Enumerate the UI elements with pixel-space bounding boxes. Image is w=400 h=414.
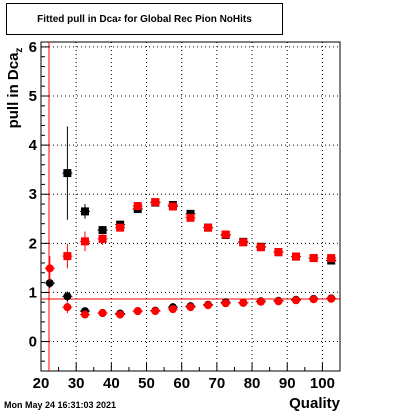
plot-frame — [40, 41, 341, 372]
x-tick-label: 100 — [310, 375, 335, 392]
data-point-square — [80, 237, 89, 246]
x-axis-label: Quality — [289, 395, 340, 412]
timestamp: Mon May 24 16:31:03 2021 — [4, 400, 117, 410]
y-tick-label: 3 — [29, 186, 37, 203]
chart-title-main: Fitted pull in Dca — [37, 13, 118, 25]
data-point-square — [63, 252, 72, 261]
data-point-circle — [116, 310, 125, 319]
y-axis-label: pull in Dcaz — [5, 33, 25, 143]
chart-title-rest: for Global Rec Pion NoHits — [121, 13, 252, 25]
data-point-circle — [63, 292, 72, 301]
x-tick-label: 90 — [279, 375, 296, 392]
data-point-square — [80, 207, 89, 216]
data-point-square — [116, 223, 125, 232]
data-point-circle — [274, 297, 283, 306]
data-point-circle — [63, 303, 72, 312]
data-point-circle — [151, 307, 160, 316]
data-point-square — [239, 238, 248, 247]
chart-title: Fitted pull in Dca z for Global Rec Pion … — [6, 3, 283, 35]
data-point-square — [186, 213, 195, 222]
data-point-square — [168, 202, 177, 211]
x-tick-label: 60 — [173, 375, 190, 392]
data-point-circle — [98, 309, 107, 318]
chart-title-subscript: z — [117, 15, 122, 23]
y-axis-label-main: pull in Dca — [5, 52, 22, 129]
data-point-square — [256, 243, 265, 252]
y-tick-label: 5 — [29, 88, 37, 105]
data-point-circle — [221, 299, 230, 308]
x-tick-label: 30 — [68, 375, 85, 392]
data-point-square — [221, 230, 230, 239]
x-tick-label: 50 — [138, 375, 155, 392]
data-point-circle — [133, 307, 142, 316]
data-point-square — [309, 254, 318, 263]
x-tick-label: 70 — [209, 375, 226, 392]
data-point-circle — [80, 310, 89, 319]
grid-lines — [41, 42, 340, 371]
data-point-square — [98, 234, 107, 243]
data-markers — [44, 126, 337, 319]
data-point-circle — [256, 297, 265, 306]
data-point-square — [327, 254, 336, 263]
data-point-square — [151, 198, 160, 207]
data-point-square — [63, 169, 72, 178]
x-tick-label: 20 — [33, 375, 50, 392]
data-point-circle — [168, 305, 177, 314]
data-point-circle — [45, 279, 54, 288]
data-point-square — [204, 223, 213, 232]
y-tick-label: 0 — [29, 334, 37, 351]
y-axis-label-subscript: z — [14, 47, 25, 53]
y-tick-label: 2 — [29, 235, 37, 252]
data-point-square — [292, 252, 301, 261]
data-point-circle — [327, 294, 336, 303]
data-point-square — [98, 226, 107, 235]
x-tick-label: 40 — [103, 375, 120, 392]
axis-ticks: 20 30 40 50 60 70 80 90 100 0 1 2 3 4 5 6 — [29, 39, 341, 392]
data-point-circle — [239, 298, 248, 307]
y-tick-label: 1 — [29, 284, 37, 301]
data-point-circle — [45, 264, 54, 273]
y-tick-label: 4 — [29, 137, 38, 154]
data-point-circle — [309, 295, 318, 304]
data-point-circle — [186, 303, 195, 312]
data-point-square — [133, 202, 142, 211]
y-tick-label: 6 — [29, 39, 37, 56]
data-point-circle — [204, 301, 213, 310]
data-point-square — [274, 248, 283, 257]
x-tick-label: 80 — [244, 375, 261, 392]
data-point-circle — [292, 296, 301, 305]
